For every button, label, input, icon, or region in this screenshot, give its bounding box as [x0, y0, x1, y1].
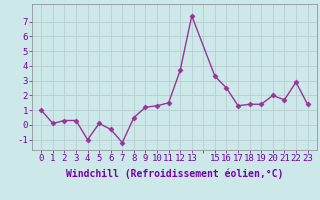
X-axis label: Windchill (Refroidissement éolien,°C): Windchill (Refroidissement éolien,°C) — [66, 169, 283, 179]
